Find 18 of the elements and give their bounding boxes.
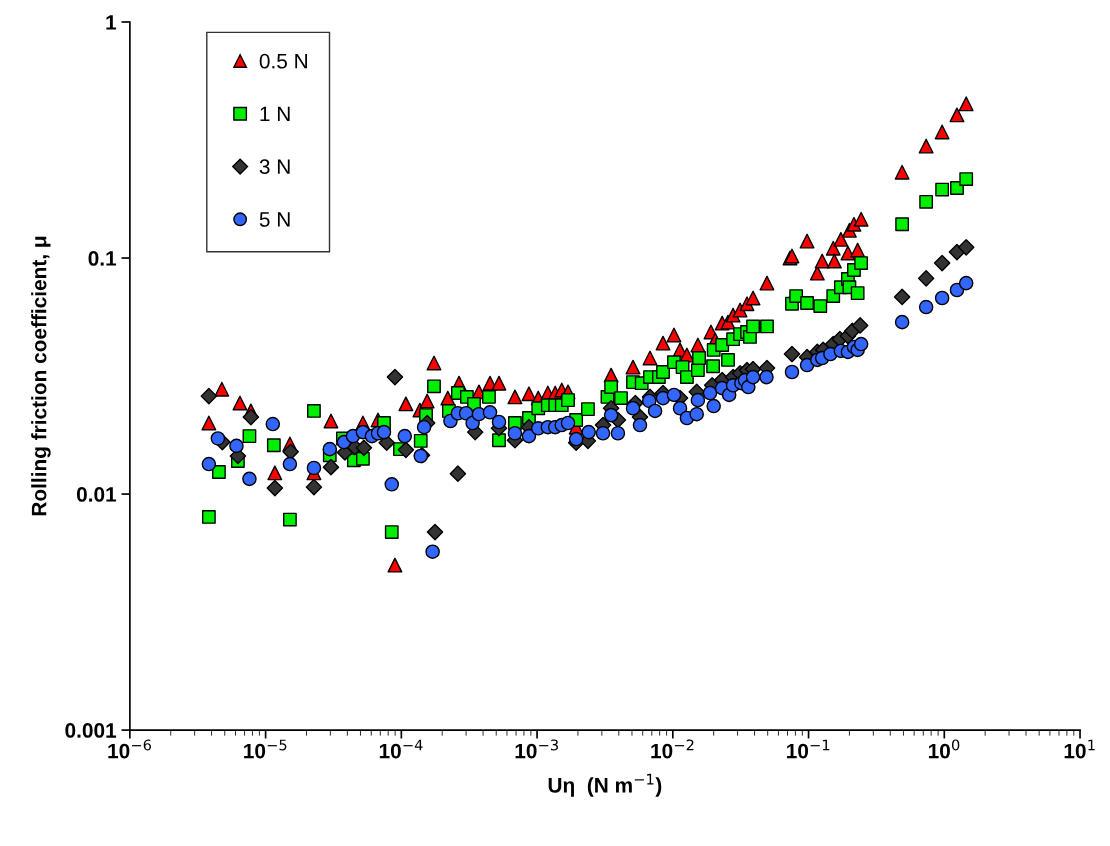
x-tick-label: 10$^{−6}$ bbox=[108, 739, 152, 759]
legend-label: 0.5 N bbox=[259, 53, 307, 69]
y-tick-label: 0.001 bbox=[65, 723, 117, 738]
y-tick-label: 0.1 bbox=[88, 251, 117, 266]
y-tick-label: 0.01 bbox=[76, 487, 117, 502]
legend-label: 5 N bbox=[259, 212, 290, 227]
x-tick-label: 10$^{−3}$ bbox=[515, 739, 558, 759]
legend-label: 1 N bbox=[260, 106, 290, 122]
y-axis-title: Rolling friction coefficient, μ bbox=[31, 236, 51, 516]
y-tick-label: 1 bbox=[106, 15, 117, 30]
x-tick-label: 10$^{−4}$ bbox=[379, 739, 423, 759]
x-tick-label: 10$^{−1}$ bbox=[787, 739, 830, 759]
legend-label: 3 N bbox=[259, 159, 290, 175]
x-tick-label: 10$^{1}$ bbox=[1064, 739, 1095, 759]
x-tick-label: 10$^{−2}$ bbox=[651, 739, 694, 759]
x-tick-label: 10$^{−5}$ bbox=[244, 739, 287, 759]
x-tick-label: 10$^{0}$ bbox=[928, 739, 960, 759]
x-axis-title: Uη (N m$^{−1}$) bbox=[548, 773, 662, 797]
